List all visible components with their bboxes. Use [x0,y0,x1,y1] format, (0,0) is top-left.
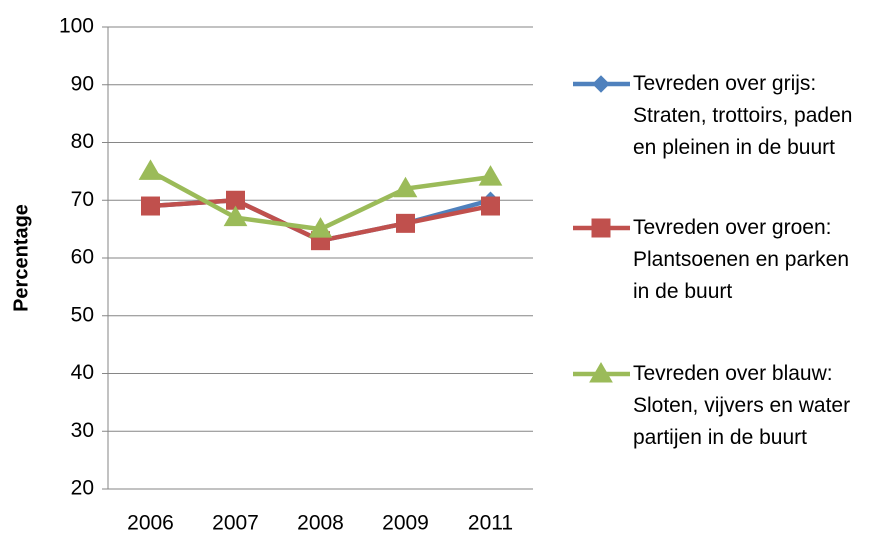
marker [393,176,418,198]
x-tick-label: 2006 [127,512,174,534]
y-tick-label: 70 [71,188,94,211]
y-tick-label: 20 [71,477,94,500]
marker [141,196,160,216]
legend-marker [591,218,611,238]
legend-marker [589,362,613,383]
marker [478,165,503,186]
legend-label: Tevreden over groen: Plantsoenen en park… [633,216,849,303]
x-tick-label: 2009 [382,512,429,534]
y-tick-label: 100 [59,15,94,38]
legend-label: Tevreden over blauw: Sloten, vijvers en … [633,362,851,449]
y-axis-label: Percentage [10,204,32,312]
marker [481,196,500,216]
y-tick-label: 80 [71,130,94,153]
y-tick-label: 30 [71,419,94,442]
y-tick-label: 60 [71,246,94,269]
marker [138,159,163,180]
y-tick-label: 50 [71,303,94,326]
x-tick-label: 2007 [212,512,259,534]
y-tick-label: 90 [71,72,94,95]
marker [308,217,333,238]
x-tick-label: 2011 [468,512,513,534]
y-tick-label: 40 [71,361,94,384]
legend-marker [592,75,610,93]
marker [396,213,415,233]
legend-label: Tevreden over grijs: Straten, trottoirs,… [633,72,853,159]
x-tick-label: 2008 [297,512,344,534]
marker [223,205,248,227]
